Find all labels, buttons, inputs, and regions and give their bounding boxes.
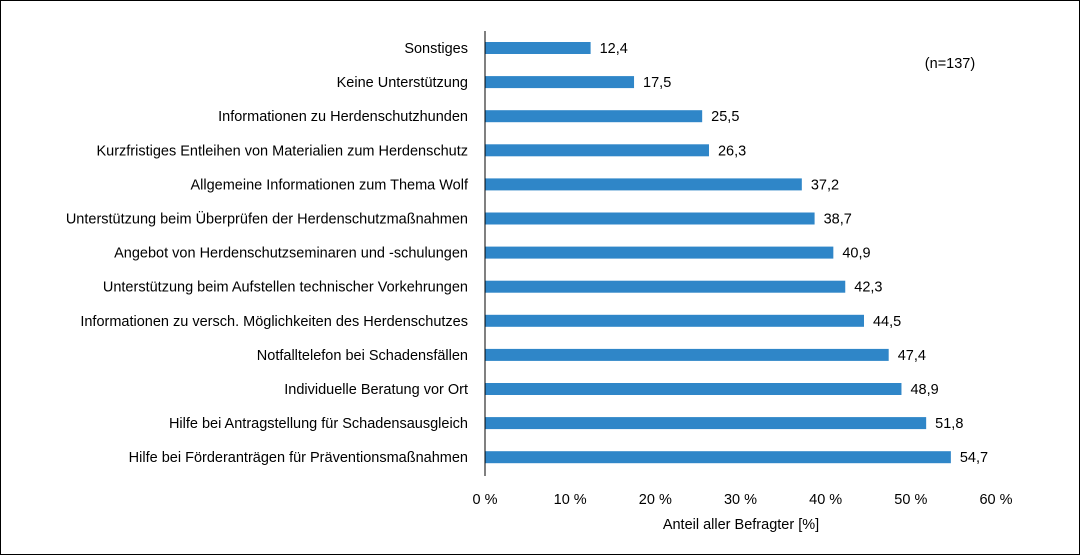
category-labels: Sonstiges Keine Unterstützung Informatione…	[66, 41, 469, 466]
bar-5	[485, 212, 815, 225]
category-label-12: Hilfe bei Förderanträgen für Präventions…	[129, 450, 468, 466]
bar-10	[485, 383, 902, 395]
x-tick-label-0: 0 %	[473, 492, 498, 508]
bar-4	[485, 178, 802, 191]
bar-8	[485, 314, 864, 327]
value-label-5: 38,7	[824, 212, 852, 228]
category-label-6: Angebot von Herdenschutzseminaren und -s…	[114, 246, 468, 262]
value-label-11: 51,8	[935, 416, 963, 432]
sample-size-note: (n=137)	[925, 56, 975, 72]
x-tick-label-1: 10 %	[554, 492, 587, 508]
x-tick-label-5: 50 %	[894, 492, 927, 508]
x-tick-labels: 0 % 10 % 20 % 30 % 40 % 50 % 60 %	[473, 492, 1013, 508]
value-label-4: 37,2	[811, 177, 839, 193]
x-tick-label-3: 30 %	[724, 492, 757, 508]
bar-2	[485, 110, 703, 123]
bar-11	[485, 417, 927, 430]
category-label-7: Unterstützung beim Aufstellen technische…	[103, 280, 468, 296]
bar-3	[485, 144, 709, 157]
bar-0	[485, 42, 591, 54]
category-label-5: Unterstützung beim Überprüfen der Herden…	[66, 210, 468, 228]
x-tick-label-2: 20 %	[639, 492, 672, 508]
category-label-8: Informationen zu versch. Möglichkeiten d…	[80, 314, 468, 330]
value-label-12: 54,7	[960, 450, 988, 466]
bar-6	[485, 246, 834, 259]
category-label-3: Kurzfristiges Entleihen von Materialien …	[96, 143, 468, 159]
category-label-1: Keine Unterstützung	[337, 75, 468, 91]
value-label-10: 48,9	[910, 382, 938, 398]
value-label-3: 26,3	[718, 143, 746, 159]
bar-1	[485, 76, 635, 89]
value-label-9: 47,4	[898, 348, 926, 364]
category-label-2: Informationen zu Herdenschutzhunden	[218, 109, 468, 125]
category-label-10: Individuelle Beratung vor Ort	[284, 382, 468, 398]
value-label-8: 44,5	[873, 314, 901, 330]
value-label-6: 40,9	[842, 246, 870, 262]
x-tick-label-4: 40 %	[809, 492, 842, 508]
category-label-4: Allgemeine Informationen zum Thema Wolf	[190, 177, 468, 193]
value-labels: 12,4 17,5 25,5 26,3 37,2 38,7 40,9 42,3 44,5 47,4…	[600, 41, 988, 466]
value-label-1: 17,5	[643, 75, 671, 91]
x-axis-title: Anteil aller Befragter [%]	[663, 517, 819, 533]
value-label-7: 42,3	[854, 280, 882, 296]
bar-9	[485, 348, 889, 361]
bars-layer	[485, 42, 951, 464]
value-label-2: 25,5	[711, 109, 739, 125]
bar-12	[485, 451, 951, 464]
category-label-0: Sonstiges	[404, 41, 468, 57]
value-label-0: 12,4	[600, 41, 628, 57]
category-label-11: Hilfe bei Antragstellung für Schadensaus…	[169, 416, 468, 432]
x-tick-label-6: 60 %	[979, 492, 1012, 508]
category-label-9: Notfalltelefon bei Schadensfällen	[257, 348, 468, 364]
bar-7	[485, 280, 846, 293]
